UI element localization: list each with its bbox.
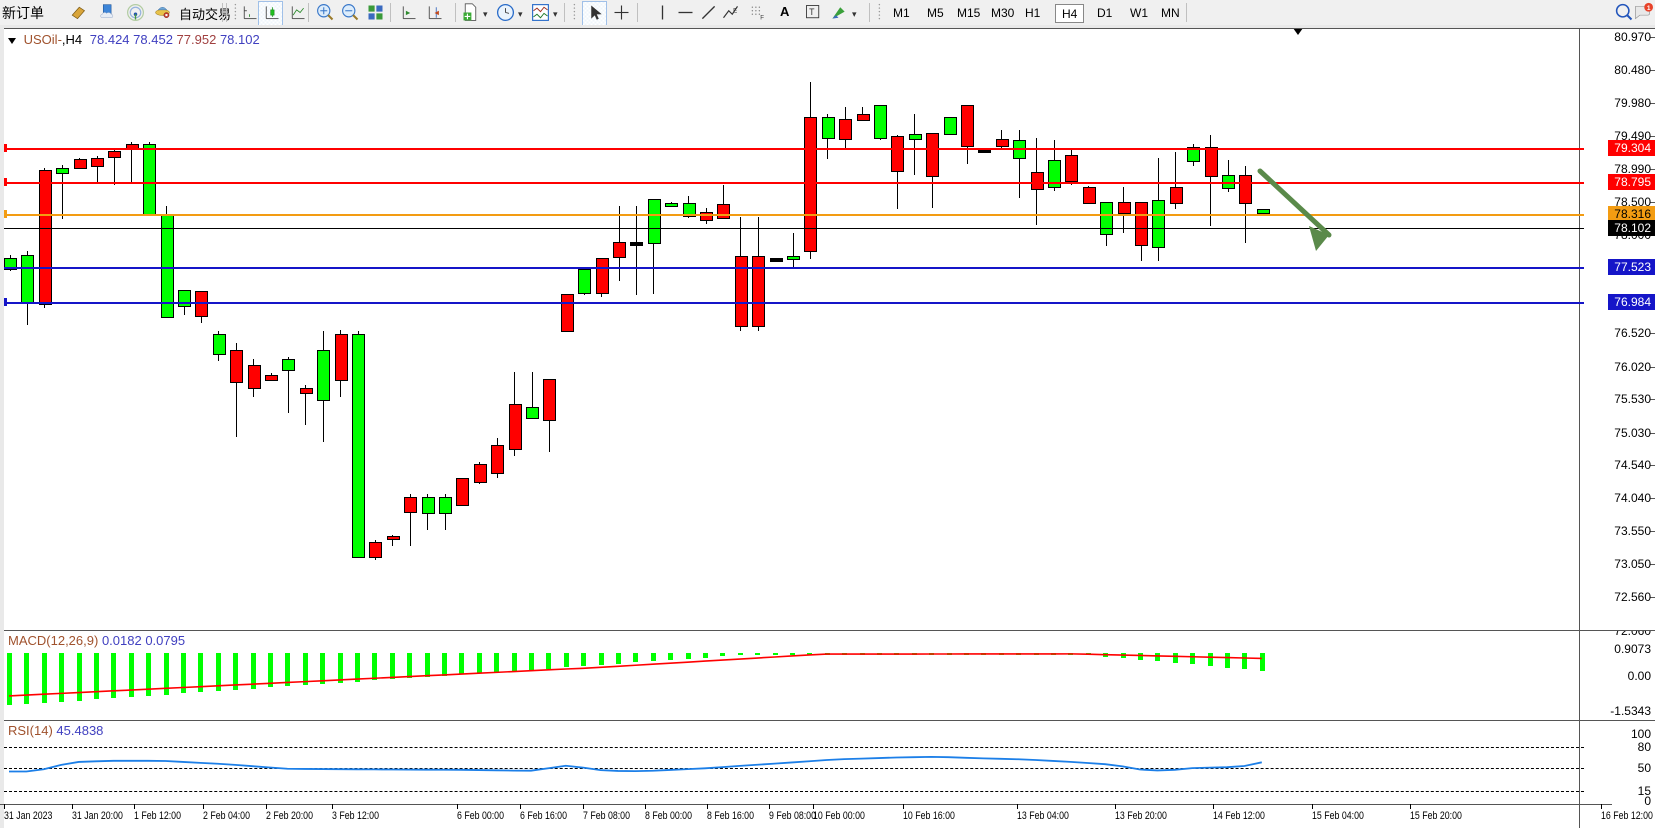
svg-text:1: 1 <box>1647 5 1651 12</box>
svg-text:E: E <box>733 8 737 15</box>
svg-text:T: T <box>809 7 815 17</box>
svg-text:F: F <box>760 15 764 22</box>
